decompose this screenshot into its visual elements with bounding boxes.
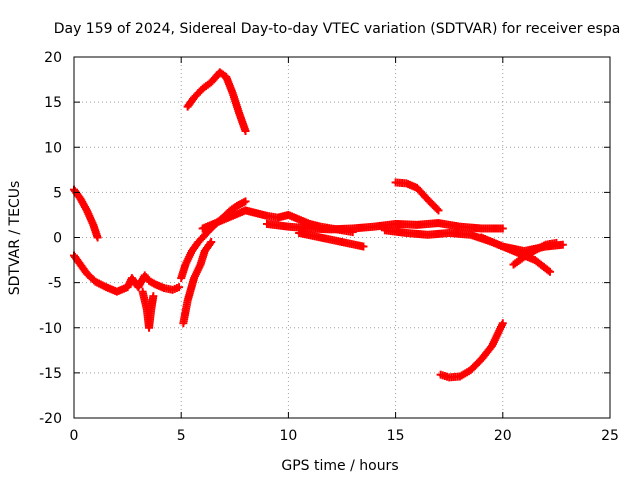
y-tick-label: 20 bbox=[44, 50, 62, 66]
x-tick-label: 25 bbox=[601, 428, 619, 444]
y-tick-label: 10 bbox=[44, 140, 62, 156]
y-tick-label: -15 bbox=[39, 366, 62, 382]
y-tick-label: 15 bbox=[44, 95, 62, 111]
x-tick-label: 0 bbox=[70, 428, 79, 444]
data-point-fill bbox=[206, 239, 215, 248]
grid-lines bbox=[74, 57, 610, 418]
series-arc-l bbox=[391, 178, 443, 215]
data-point bbox=[149, 292, 158, 301]
data-points bbox=[70, 68, 567, 382]
axis-ticks: 0 5 10 15 20 25 -20 -15 -10 -5 0 5 10 15 20 bbox=[39, 50, 619, 444]
x-tick-label: 10 bbox=[279, 428, 297, 444]
data-point bbox=[93, 233, 102, 242]
data-point-fill bbox=[544, 266, 553, 275]
series-arc-g bbox=[295, 228, 368, 251]
series-arc-k bbox=[183, 68, 250, 136]
data-point bbox=[558, 240, 567, 249]
series-arc-a bbox=[70, 185, 102, 242]
data-point bbox=[241, 127, 250, 136]
data-point bbox=[175, 283, 184, 292]
data-point bbox=[498, 319, 507, 328]
data-point bbox=[552, 238, 561, 247]
data-point bbox=[434, 206, 443, 215]
y-axis-label: SDTVAR / TECUs bbox=[7, 181, 23, 296]
series-arc-m bbox=[436, 319, 507, 382]
data-point bbox=[241, 197, 250, 206]
y-tick-label: 0 bbox=[53, 231, 62, 247]
y-tick-label: -5 bbox=[48, 276, 62, 292]
x-tick-label: 15 bbox=[387, 428, 405, 444]
data-point bbox=[207, 238, 216, 247]
series-arc-b-spike bbox=[138, 287, 158, 332]
series-arc-j bbox=[509, 238, 561, 269]
x-tick-label: 5 bbox=[177, 428, 186, 444]
y-tick-label: 5 bbox=[53, 185, 62, 201]
data-point bbox=[359, 242, 368, 251]
series-arc-d bbox=[179, 238, 216, 328]
series-arc-b bbox=[70, 251, 184, 296]
data-point-fill bbox=[433, 205, 442, 214]
x-tick-label: 20 bbox=[494, 428, 512, 444]
y-tick-label: -20 bbox=[39, 411, 62, 427]
chart-title: Day 159 of 2024, Sidereal Day-to-day VTE… bbox=[54, 21, 621, 37]
data-point bbox=[545, 267, 554, 276]
y-tick-label: -10 bbox=[39, 321, 62, 337]
series-arc-f bbox=[262, 219, 507, 234]
data-point bbox=[498, 224, 507, 233]
x-axis-label: GPS time / hours bbox=[281, 458, 398, 474]
